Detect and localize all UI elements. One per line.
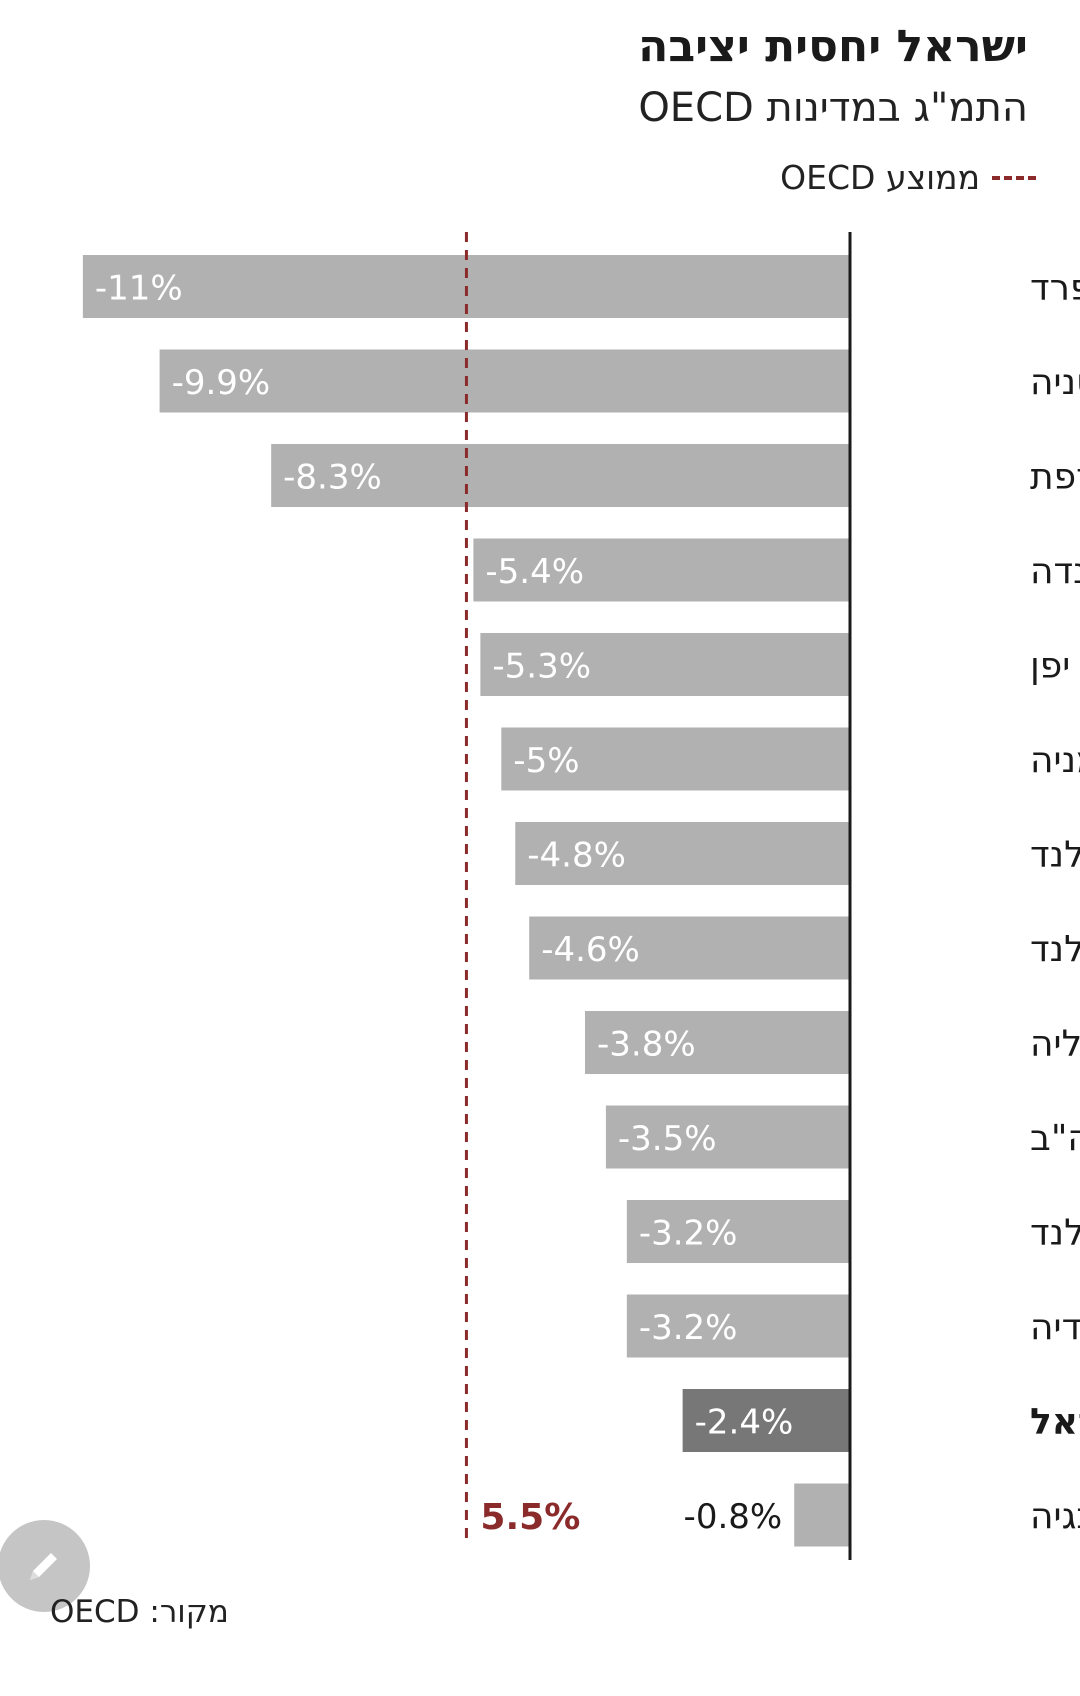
category-label: ישראל [1030,1402,1080,1443]
chart-subtitle: התמ"ג במדינות OECD [638,85,1028,131]
bar-3 [473,538,850,602]
bar-value-label: -5.4% [485,552,584,592]
source-note: מקור: OECD [50,1594,229,1630]
legend: ממוצע OECD [780,158,1036,197]
category-label: אוסטרליה [1030,1024,1080,1065]
bar-value-label: -4.6% [541,930,640,970]
bar-5 [501,727,850,791]
bar-13 [794,1483,850,1547]
chart-title: ישראל יחסית יציבה [638,21,1028,72]
pencil-icon [30,1553,57,1580]
bar-2 [271,444,850,507]
bar-value-label: -4.8% [527,836,626,876]
legend-label: ממוצע OECD [780,158,980,197]
category-label: אירלנד [1030,1213,1080,1254]
bar-value-label: -3.2% [639,1308,738,1348]
bar-10 [626,1200,850,1263]
category-label: גרמניה [1030,740,1080,781]
category-label: צרפת [1030,457,1080,498]
bar-value-label: -0.8% [684,1497,783,1537]
bar-value-label: -8.3% [283,458,382,498]
category-label: שבדיה [1030,1307,1080,1348]
category-label: ארה"ב [1030,1118,1080,1159]
bar-value-label: -3.5% [618,1119,717,1159]
bar-6 [515,822,850,885]
bar-value-label: -3.8% [597,1025,696,1065]
category-label: נורבגיה [1030,1496,1080,1537]
bar-11 [626,1294,850,1358]
legend-dashed-line [992,175,1036,180]
bar-9 [605,1105,850,1169]
category-label: ספרד [1030,268,1080,309]
edit-button[interactable] [0,1520,90,1612]
bar-value-label: -2.4% [695,1403,794,1443]
bar-value-label: -3.2% [639,1214,738,1254]
bar-value-label: -5.3% [492,647,591,687]
category-label: ניו זילנד [1030,835,1080,876]
category-label: בריטניה [1030,362,1080,403]
bar-1 [159,349,850,413]
category-label: הולנד [1030,929,1080,970]
average-reference-label: 5.5% [480,1497,580,1538]
bar-12 [682,1389,850,1452]
bar-7 [529,916,850,980]
category-label: יפן [1030,646,1070,687]
category-label: קנדה [1030,551,1080,592]
bar-4 [480,633,850,696]
bar-value-label: -5% [513,741,579,781]
bar-value-label: -9.9% [172,363,271,403]
bar-8 [584,1011,850,1074]
chart-header: ישראל יחסית יציבה התמ"ג במדינות OECD [638,16,1028,138]
bar-value-label: -11% [95,269,183,309]
